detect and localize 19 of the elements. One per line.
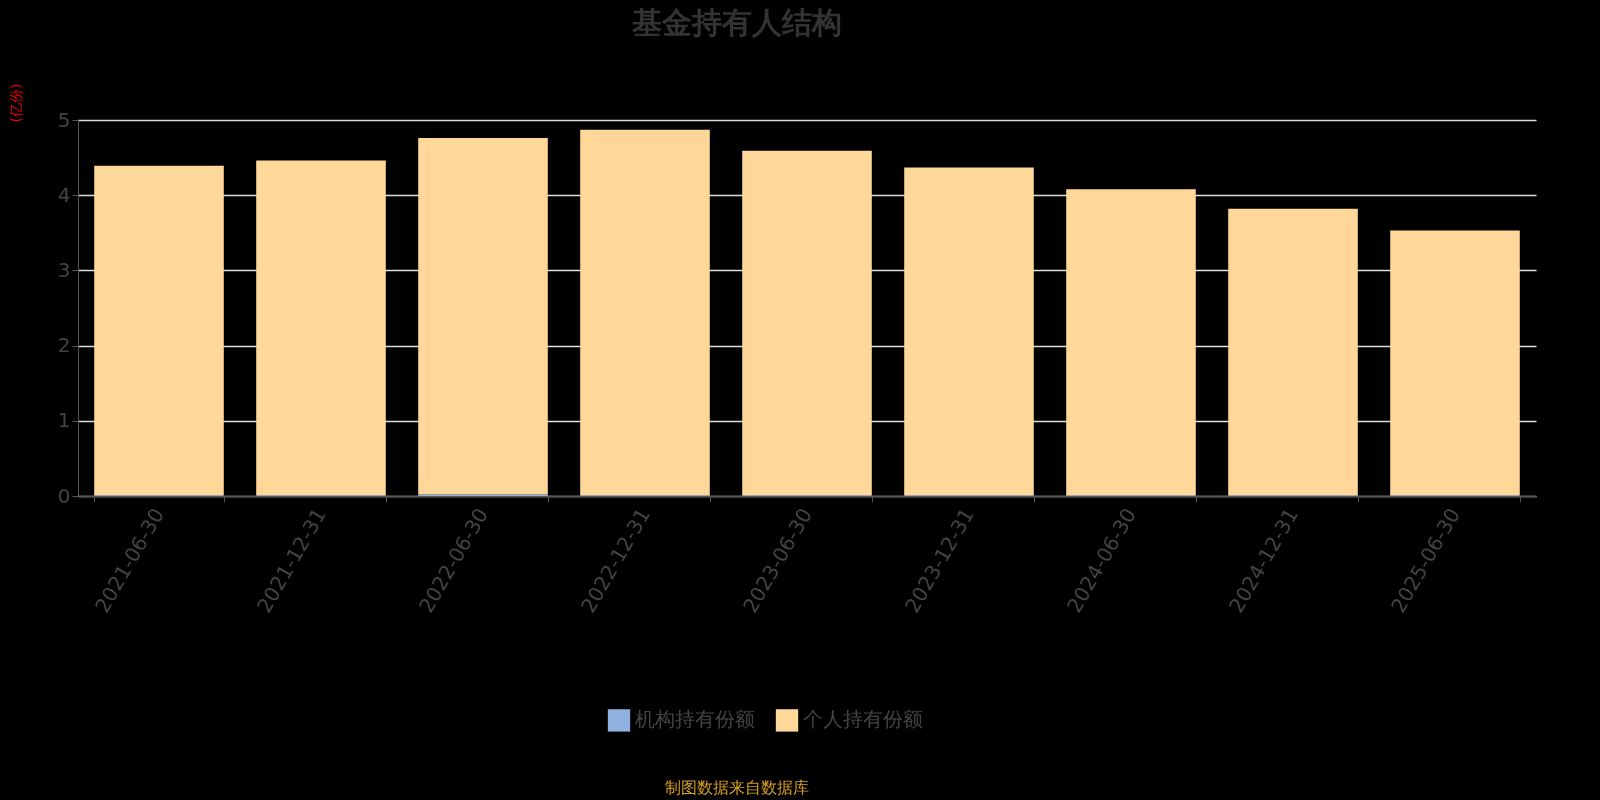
bar <box>1228 208 1358 496</box>
bar <box>904 167 1034 496</box>
y-tick-label: 2 <box>57 333 71 358</box>
bar <box>1390 230 1520 496</box>
y-tick-label: 0 <box>57 483 71 508</box>
y-tick-label: 3 <box>57 257 71 282</box>
y-tick-label: 5 <box>57 107 71 132</box>
y-axis-title: (亿份) <box>7 83 24 123</box>
bar <box>1066 189 1196 496</box>
legend-label: 机构持有份额 <box>635 707 755 732</box>
y-tick-label: 1 <box>57 408 71 433</box>
bar <box>94 165 224 496</box>
y-tick-label: 4 <box>57 182 71 207</box>
text: 制图数据来自数据库 <box>665 778 809 797</box>
bar <box>418 138 548 495</box>
bar <box>256 160 386 496</box>
bar <box>742 150 872 496</box>
bar <box>580 129 710 496</box>
legend-label: 个人持有份额 <box>803 707 923 732</box>
